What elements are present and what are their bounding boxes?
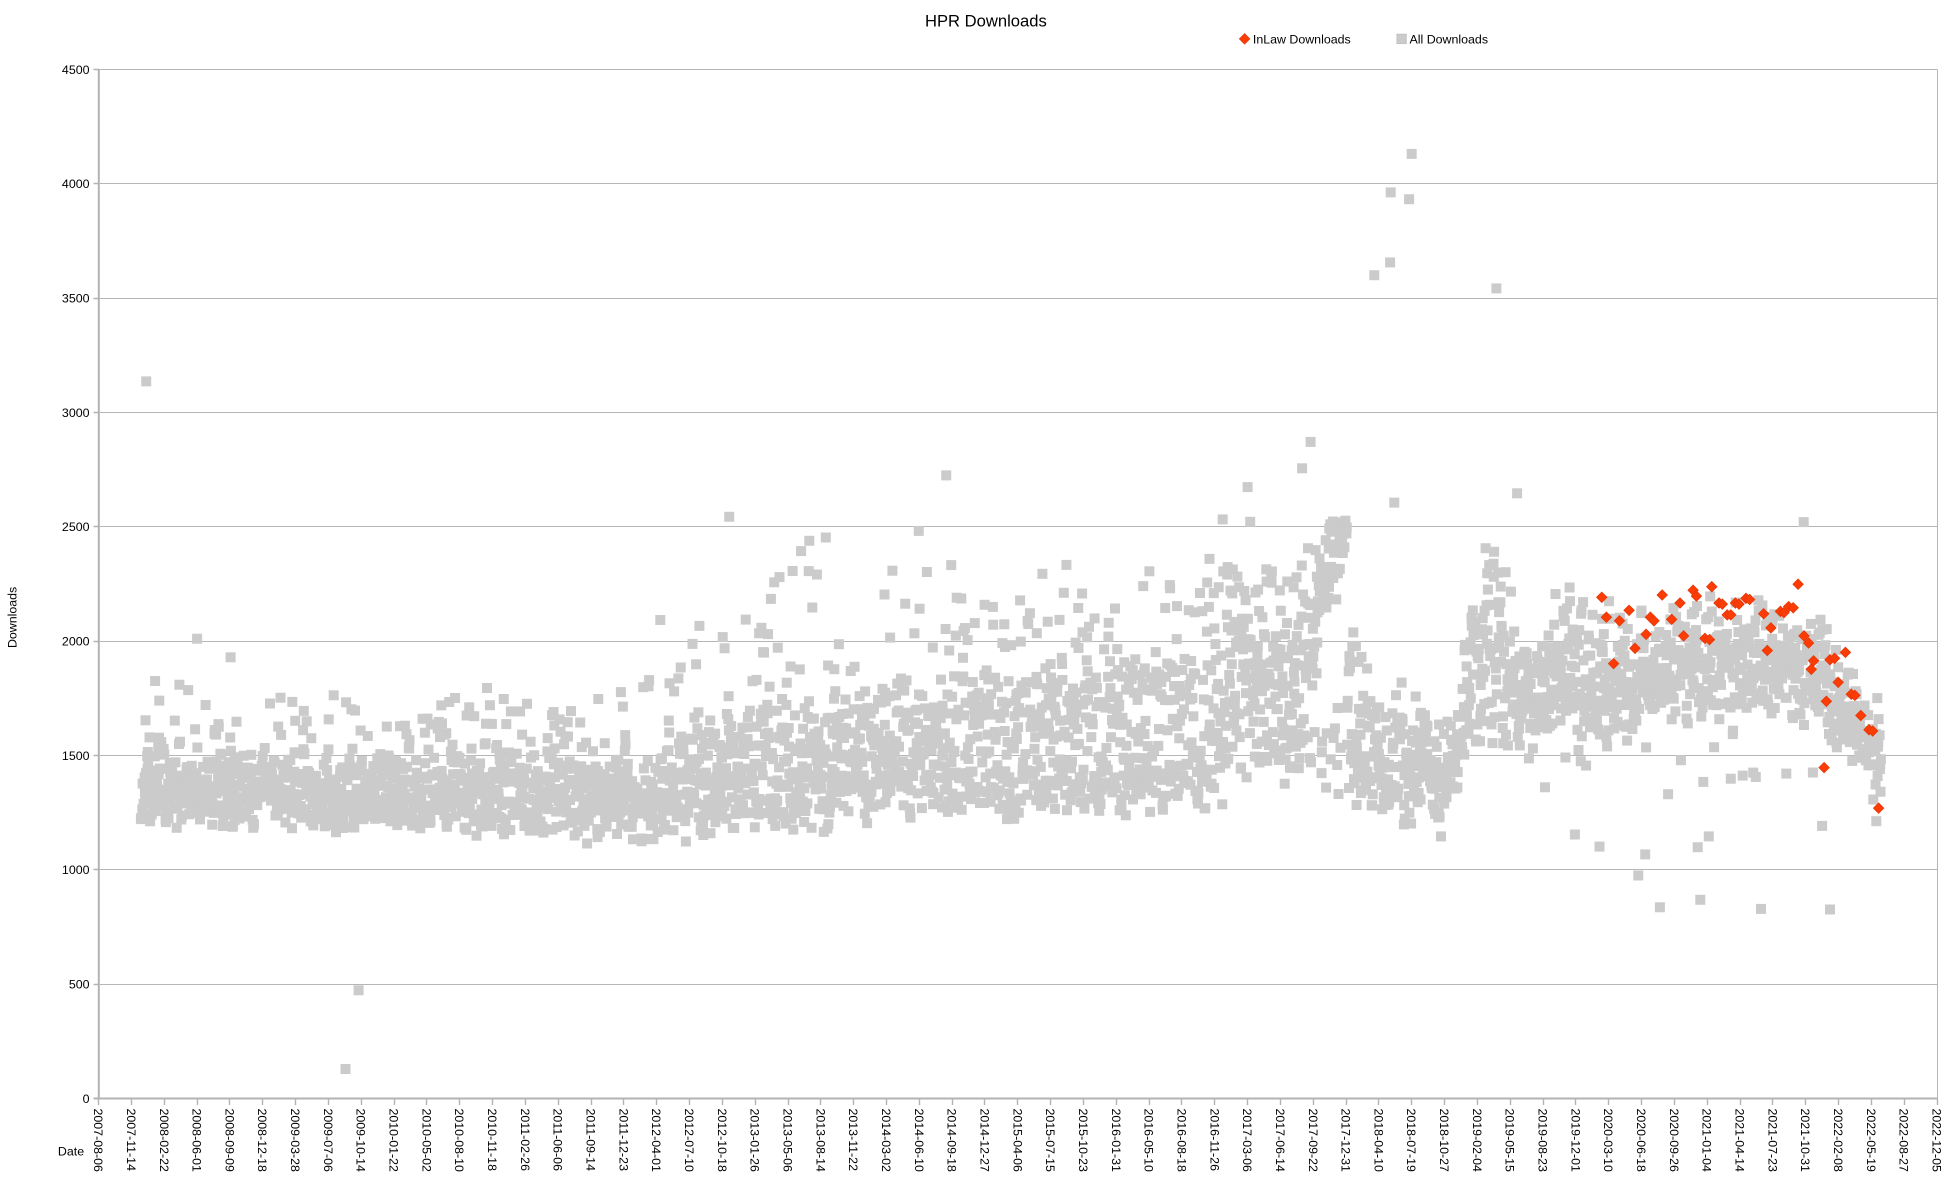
svg-text:2018-10-27: 2018-10-27	[1437, 1109, 1451, 1172]
svg-text:2009-03-28: 2009-03-28	[288, 1109, 302, 1172]
svg-text:3500: 3500	[62, 292, 90, 306]
svg-text:2010-01-22: 2010-01-22	[387, 1109, 401, 1172]
svg-text:2021-04-14: 2021-04-14	[1733, 1109, 1747, 1172]
svg-text:2010-05-02: 2010-05-02	[419, 1109, 433, 1172]
svg-text:2021-10-31: 2021-10-31	[1798, 1109, 1812, 1172]
svg-text:All Downloads: All Downloads	[1410, 32, 1489, 46]
svg-text:4000: 4000	[62, 177, 90, 191]
svg-text:2007-08-06: 2007-08-06	[91, 1109, 105, 1172]
svg-text:2017-09-22: 2017-09-22	[1306, 1109, 1320, 1172]
svg-text:2008-09-09: 2008-09-09	[222, 1109, 236, 1172]
svg-text:Date: Date	[58, 1145, 84, 1159]
svg-text:2010-11-18: 2010-11-18	[485, 1109, 499, 1172]
svg-text:2014-09-18: 2014-09-18	[945, 1109, 959, 1172]
svg-text:Downloads: Downloads	[6, 587, 20, 648]
svg-text:2020-03-10: 2020-03-10	[1601, 1109, 1615, 1172]
svg-text:2008-02-22: 2008-02-22	[157, 1109, 171, 1172]
svg-text:2021-01-04: 2021-01-04	[1700, 1109, 1714, 1172]
svg-text:2012-07-10: 2012-07-10	[682, 1109, 696, 1172]
svg-text:0: 0	[83, 1092, 90, 1106]
svg-text:2013-05-06: 2013-05-06	[781, 1109, 795, 1172]
svg-text:2021-07-23: 2021-07-23	[1765, 1109, 1779, 1172]
svg-text:2011-02-26: 2011-02-26	[518, 1109, 532, 1172]
svg-text:2019-02-04: 2019-02-04	[1470, 1109, 1484, 1172]
svg-text:2015-07-15: 2015-07-15	[1043, 1109, 1057, 1172]
svg-text:2014-06-10: 2014-06-10	[912, 1109, 926, 1172]
svg-text:2017-06-14: 2017-06-14	[1273, 1109, 1287, 1172]
svg-text:2015-04-06: 2015-04-06	[1010, 1109, 1024, 1172]
svg-text:2016-05-10: 2016-05-10	[1142, 1109, 1156, 1172]
svg-text:2017-12-31: 2017-12-31	[1339, 1109, 1353, 1172]
svg-text:2013-11-22: 2013-11-22	[846, 1109, 860, 1172]
svg-text:2019-08-23: 2019-08-23	[1536, 1109, 1550, 1172]
svg-text:2020-09-26: 2020-09-26	[1667, 1109, 1681, 1172]
svg-text:500: 500	[69, 978, 90, 992]
svg-text:2500: 2500	[62, 520, 90, 534]
svg-text:2007-11-14: 2007-11-14	[124, 1109, 138, 1172]
svg-text:2013-08-14: 2013-08-14	[813, 1109, 827, 1172]
svg-text:2008-12-18: 2008-12-18	[255, 1109, 269, 1172]
svg-text:InLaw Downloads: InLaw Downloads	[1253, 32, 1351, 46]
svg-text:2000: 2000	[62, 635, 90, 649]
svg-text:2017-03-06: 2017-03-06	[1240, 1109, 1254, 1172]
svg-text:2011-12-23: 2011-12-23	[616, 1109, 630, 1172]
svg-text:2015-10-23: 2015-10-23	[1076, 1109, 1090, 1172]
svg-text:2022-08-27: 2022-08-27	[1897, 1109, 1911, 1172]
svg-text:2009-10-14: 2009-10-14	[354, 1109, 368, 1172]
svg-text:1500: 1500	[62, 749, 90, 763]
svg-text:2011-06-06: 2011-06-06	[551, 1109, 565, 1172]
svg-text:2011-09-14: 2011-09-14	[584, 1109, 598, 1172]
svg-text:2012-10-18: 2012-10-18	[715, 1109, 729, 1172]
svg-text:2018-04-10: 2018-04-10	[1371, 1109, 1385, 1172]
svg-text:2009-07-06: 2009-07-06	[321, 1109, 335, 1172]
svg-text:2018-07-19: 2018-07-19	[1404, 1109, 1418, 1172]
svg-text:2022-05-19: 2022-05-19	[1864, 1109, 1878, 1172]
svg-text:2014-12-27: 2014-12-27	[978, 1109, 992, 1172]
svg-text:2010-08-10: 2010-08-10	[452, 1109, 466, 1172]
svg-text:2016-08-18: 2016-08-18	[1174, 1109, 1188, 1172]
svg-text:2022-02-08: 2022-02-08	[1831, 1109, 1845, 1172]
svg-text:2019-12-01: 2019-12-01	[1568, 1109, 1582, 1172]
svg-text:4500: 4500	[62, 63, 90, 77]
svg-text:1000: 1000	[62, 863, 90, 877]
svg-text:2022-12-05: 2022-12-05	[1930, 1109, 1944, 1172]
svg-text:2016-01-31: 2016-01-31	[1109, 1109, 1123, 1172]
svg-text:2020-06-18: 2020-06-18	[1634, 1109, 1648, 1172]
svg-text:2019-05-15: 2019-05-15	[1503, 1109, 1517, 1172]
svg-text:2013-01-26: 2013-01-26	[748, 1109, 762, 1172]
svg-text:3000: 3000	[62, 406, 90, 420]
svg-text:HPR Downloads: HPR Downloads	[925, 12, 1047, 31]
svg-text:2014-03-02: 2014-03-02	[879, 1109, 893, 1172]
svg-text:2016-11-26: 2016-11-26	[1207, 1109, 1221, 1172]
svg-text:2008-06-01: 2008-06-01	[190, 1109, 204, 1172]
svg-text:2012-04-01: 2012-04-01	[649, 1109, 663, 1172]
